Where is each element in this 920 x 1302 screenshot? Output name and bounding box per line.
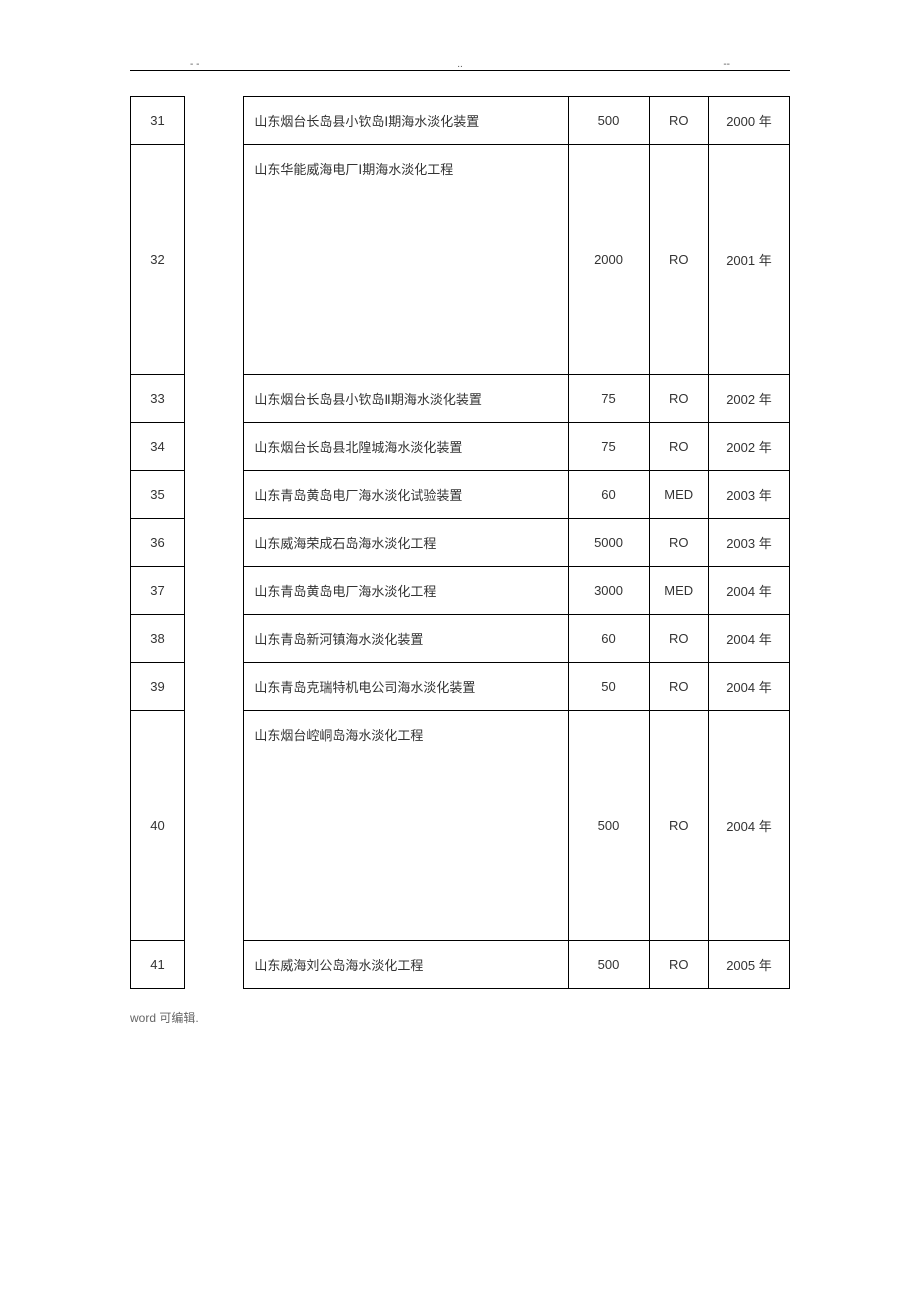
cell-description: 山东青岛克瑞特机电公司海水淡化装置 bbox=[244, 663, 568, 711]
cell-type: RO bbox=[649, 519, 708, 567]
cell-type: RO bbox=[649, 941, 708, 989]
table-row: 34 山东烟台长岛县北隍城海水淡化装置75RO2002 年 bbox=[131, 423, 790, 471]
cell-index: 40 bbox=[131, 711, 185, 941]
cell-description: 山东华能威海电厂Ⅰ期海水淡化工程 bbox=[244, 145, 568, 375]
cell-type: RO bbox=[649, 423, 708, 471]
cell-year: 2003 年 bbox=[708, 519, 789, 567]
cell-year: 2003 年 bbox=[708, 471, 789, 519]
cell-type: RO bbox=[649, 711, 708, 941]
cell-gap bbox=[185, 145, 244, 375]
table-row: 37 山东青岛黄岛电厂海水淡化工程3000MED2004 年 bbox=[131, 567, 790, 615]
cell-gap bbox=[185, 97, 244, 145]
cell-value: 2000 bbox=[568, 145, 649, 375]
table-row: 35 山东青岛黄岛电厂海水淡化试验装置60MED2003 年 bbox=[131, 471, 790, 519]
cell-description: 山东烟台长岛县北隍城海水淡化装置 bbox=[244, 423, 568, 471]
cell-index: 37 bbox=[131, 567, 185, 615]
cell-gap bbox=[185, 519, 244, 567]
cell-index: 33 bbox=[131, 375, 185, 423]
cell-year: 2004 年 bbox=[708, 567, 789, 615]
table-row: 40 山东烟台崆峒岛海水淡化工程500RO2004 年 bbox=[131, 711, 790, 941]
cell-index: 39 bbox=[131, 663, 185, 711]
cell-value: 500 bbox=[568, 941, 649, 989]
footer-text: word 可编辑. bbox=[130, 1009, 920, 1026]
cell-index: 41 bbox=[131, 941, 185, 989]
cell-value: 50 bbox=[568, 663, 649, 711]
cell-year: 2002 年 bbox=[708, 423, 789, 471]
cell-value: 60 bbox=[568, 615, 649, 663]
cell-type: RO bbox=[649, 145, 708, 375]
cell-description: 山东威海刘公岛海水淡化工程 bbox=[244, 941, 568, 989]
cell-index: 38 bbox=[131, 615, 185, 663]
data-table: 31山东烟台长岛县小钦岛Ⅰ期海水淡化装置500RO2000 年32山东华能威海电… bbox=[130, 96, 790, 989]
cell-type: RO bbox=[649, 375, 708, 423]
cell-index: 34 bbox=[131, 423, 185, 471]
cell-description: 山东青岛黄岛电厂海水淡化试验装置 bbox=[244, 471, 568, 519]
cell-year: 2000 年 bbox=[708, 97, 789, 145]
cell-gap bbox=[185, 423, 244, 471]
table-container: 31山东烟台长岛县小钦岛Ⅰ期海水淡化装置500RO2000 年32山东华能威海电… bbox=[0, 96, 920, 989]
cell-index: 35 bbox=[131, 471, 185, 519]
cell-index: 31 bbox=[131, 97, 185, 145]
table-row: 31 山东烟台长岛县小钦岛Ⅰ期海水淡化装置500RO2000 年 bbox=[131, 97, 790, 145]
header-divider: - - .. -- bbox=[130, 70, 790, 71]
cell-gap bbox=[185, 711, 244, 941]
cell-value: 75 bbox=[568, 423, 649, 471]
cell-year: 2002 年 bbox=[708, 375, 789, 423]
table-row: 39 山东青岛克瑞特机电公司海水淡化装置50RO2004 年 bbox=[131, 663, 790, 711]
cell-description: 山东烟台长岛县小钦岛Ⅱ期海水淡化装置 bbox=[244, 375, 568, 423]
table-row: 32 山东华能威海电厂Ⅰ期海水淡化工程2000RO2001 年 bbox=[131, 145, 790, 375]
cell-gap bbox=[185, 663, 244, 711]
cell-value: 75 bbox=[568, 375, 649, 423]
cell-gap bbox=[185, 567, 244, 615]
cell-year: 2004 年 bbox=[708, 711, 789, 941]
cell-type: MED bbox=[649, 471, 708, 519]
cell-value: 60 bbox=[568, 471, 649, 519]
cell-value: 500 bbox=[568, 711, 649, 941]
table-row: 38 山东青岛新河镇海水淡化装置60RO2004 年 bbox=[131, 615, 790, 663]
cell-gap bbox=[185, 471, 244, 519]
header-mark-left: - - bbox=[190, 59, 199, 70]
cell-year: 2004 年 bbox=[708, 615, 789, 663]
cell-index: 36 bbox=[131, 519, 185, 567]
cell-year: 2004 年 bbox=[708, 663, 789, 711]
cell-gap bbox=[185, 941, 244, 989]
cell-value: 500 bbox=[568, 97, 649, 145]
cell-value: 5000 bbox=[568, 519, 649, 567]
cell-type: RO bbox=[649, 615, 708, 663]
cell-description: 山东青岛黄岛电厂海水淡化工程 bbox=[244, 567, 568, 615]
cell-index: 32 bbox=[131, 145, 185, 375]
cell-description: 山东威海荣成石岛海水淡化工程 bbox=[244, 519, 568, 567]
cell-gap bbox=[185, 615, 244, 663]
cell-type: RO bbox=[649, 97, 708, 145]
cell-gap bbox=[185, 375, 244, 423]
cell-type: RO bbox=[649, 663, 708, 711]
cell-type: MED bbox=[649, 567, 708, 615]
table-body: 31山东烟台长岛县小钦岛Ⅰ期海水淡化装置500RO2000 年32山东华能威海电… bbox=[131, 97, 790, 989]
table-row: 41 山东威海刘公岛海水淡化工程500RO2005 年 bbox=[131, 941, 790, 989]
table-row: 33 山东烟台长岛县小钦岛Ⅱ期海水淡化装置75RO2002 年 bbox=[131, 375, 790, 423]
header-mark-right: -- bbox=[723, 59, 730, 70]
cell-description: 山东青岛新河镇海水淡化装置 bbox=[244, 615, 568, 663]
table-row: 36 山东威海荣成石岛海水淡化工程5000RO2003 年 bbox=[131, 519, 790, 567]
cell-year: 2005 年 bbox=[708, 941, 789, 989]
cell-value: 3000 bbox=[568, 567, 649, 615]
cell-year: 2001 年 bbox=[708, 145, 789, 375]
cell-description: 山东烟台崆峒岛海水淡化工程 bbox=[244, 711, 568, 941]
header-mark-center: .. bbox=[457, 59, 463, 70]
cell-description: 山东烟台长岛县小钦岛Ⅰ期海水淡化装置 bbox=[244, 97, 568, 145]
